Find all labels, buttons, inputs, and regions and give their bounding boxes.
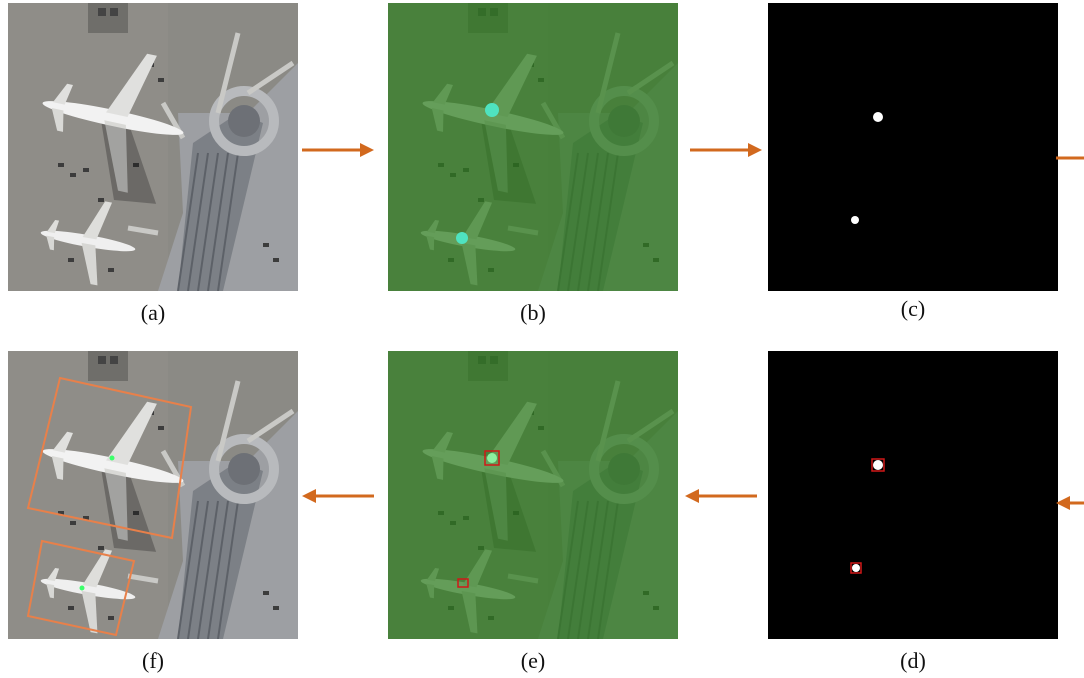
arrow-out-right-c [1056,156,1084,160]
mask-blob-1 [873,112,883,122]
mask-blob-1 [873,460,883,470]
arrow-left-e-to-f [302,489,374,503]
heatmap-overlay-with-boxes [388,351,678,639]
binary-mask-with-boxes [768,351,1058,639]
aerial-airport-image [8,3,298,291]
red-box-2 [850,562,862,574]
aerial-image-with-detections [8,351,298,639]
arrow-right-a-to-b [302,143,374,157]
caption-a: (a) [140,300,166,325]
arrow-in-left-d [1056,496,1084,510]
caption-f: (f) [142,648,164,673]
heat-peak-2 [456,232,468,244]
heatmap-overlay-image [388,3,678,291]
panel-b-heatmap [388,3,678,291]
panel-a-aerial-image [8,3,298,291]
panel-d-mask-boxes [768,351,1058,639]
panel-f-detections [8,351,298,639]
red-box-2 [457,578,469,588]
mask-blob-2 [851,216,859,224]
binary-mask-center-points [768,3,1058,291]
arrow-right-b-to-c [690,143,762,157]
caption-d: (d) [900,648,926,673]
red-box-1 [484,450,500,466]
rotated-box-2 [26,539,136,637]
red-box-1 [871,458,885,472]
panel-c-mask [768,3,1058,291]
caption-b: (b) [520,300,546,325]
heat-peak-1 [485,103,499,117]
arrow-left-d-to-e [685,489,757,503]
caption-e: (e) [520,648,546,673]
panel-e-heatmap-boxes [388,351,678,639]
caption-c: (c) [900,296,926,321]
rotated-box-1 [26,376,193,540]
mask-blob-2 [852,564,860,572]
